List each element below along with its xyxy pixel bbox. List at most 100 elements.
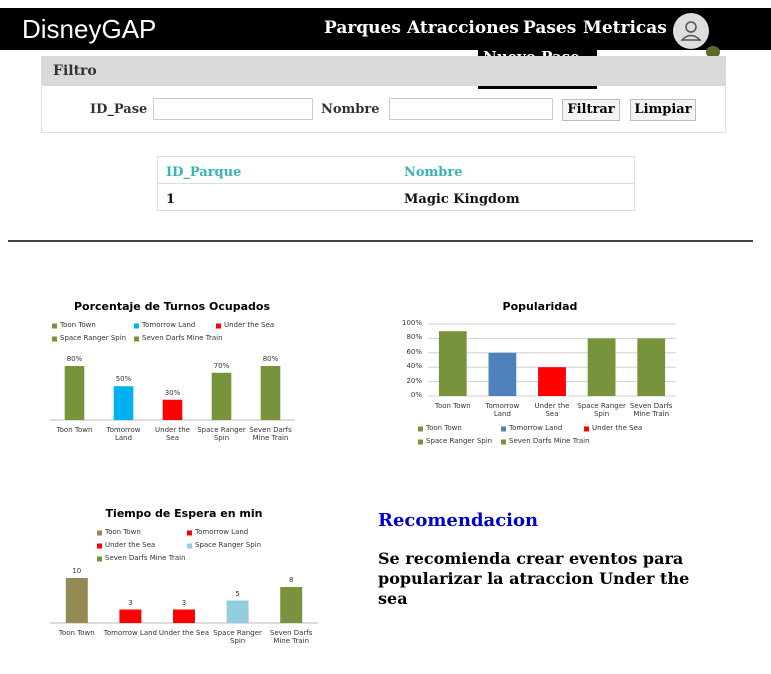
x-tick-label: Tomorrow Land <box>485 402 520 418</box>
legend-swatch <box>187 543 192 549</box>
value-label: 3 <box>181 598 187 607</box>
nav-item[interactable]: Parques <box>324 18 401 38</box>
legend-swatch <box>418 426 423 432</box>
legend-label: Seven Darfs Mine Train <box>509 437 590 445</box>
legend-swatch <box>134 323 139 329</box>
legend-label: Tomorrow Land <box>142 321 196 329</box>
value-label: 80% <box>262 355 279 363</box>
bar <box>64 366 85 420</box>
filter-header: Filtro <box>42 57 725 86</box>
x-tick-label: Toon Town <box>434 402 471 410</box>
legend-swatch <box>187 530 192 536</box>
legend-swatch <box>216 323 221 329</box>
table: ID_Parque Nombre 1 Magic Kingdom <box>157 156 635 211</box>
text-input[interactable] <box>153 98 313 120</box>
bar <box>587 338 616 396</box>
legend-label: Toon Town <box>105 528 141 536</box>
bar <box>173 609 195 623</box>
legend-swatch <box>52 336 57 342</box>
legend-swatch <box>501 426 506 432</box>
row-divider <box>158 183 634 184</box>
field-label: Nombre <box>321 102 380 117</box>
field-label: ID_Pase <box>90 102 148 117</box>
x-tick-label: Tomorrow Land <box>106 426 141 442</box>
legend-swatch <box>134 336 139 342</box>
bar <box>119 609 142 623</box>
bar <box>637 338 666 396</box>
table-header: Nombre <box>404 165 463 180</box>
x-tick-label: Space Ranger Spin <box>213 629 262 645</box>
y-tick-label: 80% <box>406 333 422 342</box>
chart-title: Porcentaje de Turnos Ocupados <box>73 300 271 313</box>
text-input[interactable] <box>389 98 553 120</box>
x-tick-label: Under the Sea <box>155 426 190 442</box>
brand[interactable]: DisneyGAP <box>22 14 157 44</box>
legend-swatch <box>97 556 102 562</box>
value-label: 30% <box>164 388 181 397</box>
x-tick-label: Tomorrow Land <box>103 629 158 637</box>
table-cell: Magic Kingdom <box>404 192 520 207</box>
value-label: 50% <box>115 375 132 384</box>
bar <box>438 331 467 396</box>
legend-label: Space Ranger Spin <box>426 437 493 445</box>
avatar-icon <box>680 21 702 41</box>
legend-swatch <box>584 426 589 432</box>
x-tick-label: Toon Town <box>56 426 93 434</box>
value-label: 10 <box>72 567 82 575</box>
y-tick-label: 20% <box>406 376 422 385</box>
legend-label: Toon Town <box>426 424 462 432</box>
legend-label: Tomorrow Land <box>509 424 563 432</box>
avatar[interactable] <box>673 13 709 49</box>
bar <box>538 367 566 396</box>
x-tick-label: Seven Darfs Mine Train <box>269 629 313 645</box>
legend-label: Tomorrow Land <box>195 528 249 536</box>
x-tick-label: Toon Town <box>58 629 95 637</box>
value-label: 80% <box>66 355 83 363</box>
y-tick-label: 100% <box>401 319 422 327</box>
filter-title: Filtro <box>53 63 97 79</box>
bar <box>162 399 183 420</box>
avatar-status <box>706 46 720 58</box>
table-cell: 1 <box>166 192 176 207</box>
legend-swatch <box>97 530 102 536</box>
recommendation-title: Recomendacion <box>378 510 539 531</box>
legend-label: Space Ranger Spin <box>60 334 127 342</box>
legend-label: Under the Sea <box>224 321 275 329</box>
x-tick-label: Seven Darfs Mine Train <box>249 426 292 442</box>
legend-label: Seven Darfs Mine Train <box>105 554 186 562</box>
button[interactable]: Filtrar <box>562 99 620 121</box>
x-tick-label: Under the Sea <box>534 402 570 418</box>
legend-label: Space Ranger Spin <box>195 541 262 549</box>
legend-swatch <box>52 323 57 329</box>
chart-title: Popularidad <box>502 300 578 313</box>
x-tick-label: Under the Sea <box>158 629 210 637</box>
bar <box>280 587 303 623</box>
legend-swatch <box>418 439 423 445</box>
value-label: 5 <box>235 589 240 598</box>
bar <box>226 600 249 623</box>
nav-item[interactable]: Atracciones <box>407 18 519 38</box>
button[interactable]: Limpiar <box>630 99 696 121</box>
filter-panel: Filtro ID_Pase Nombre Filtrar Limpiar <box>41 56 726 133</box>
header: DisneyGAP Parques Atracciones Pases Metr… <box>0 8 771 58</box>
bar <box>488 352 517 396</box>
legend-label: Under the Sea <box>592 424 643 432</box>
chart-title: Tiempo de Espera en min <box>105 507 263 520</box>
value-label: 3 <box>128 598 133 607</box>
x-tick-label: Seven Darfs Mine Train <box>629 402 673 418</box>
legend-label: Under the Sea <box>105 541 156 549</box>
value-label: 8 <box>288 576 294 584</box>
recommendation-text: Se recomienda crear eventos para popular… <box>378 549 690 608</box>
table-header: ID_Parque <box>166 165 242 180</box>
bar <box>113 386 134 420</box>
y-tick-label: 0% <box>410 391 422 399</box>
legend-swatch <box>97 543 102 549</box>
y-tick-label: 60% <box>406 347 422 356</box>
divider <box>8 240 753 242</box>
value-label: 70% <box>213 361 230 370</box>
nav-item[interactable]: Pases <box>523 18 577 38</box>
legend-swatch <box>501 439 506 445</box>
legend-label: Toon Town <box>60 321 96 329</box>
nav-item[interactable]: Metricas <box>583 18 667 38</box>
